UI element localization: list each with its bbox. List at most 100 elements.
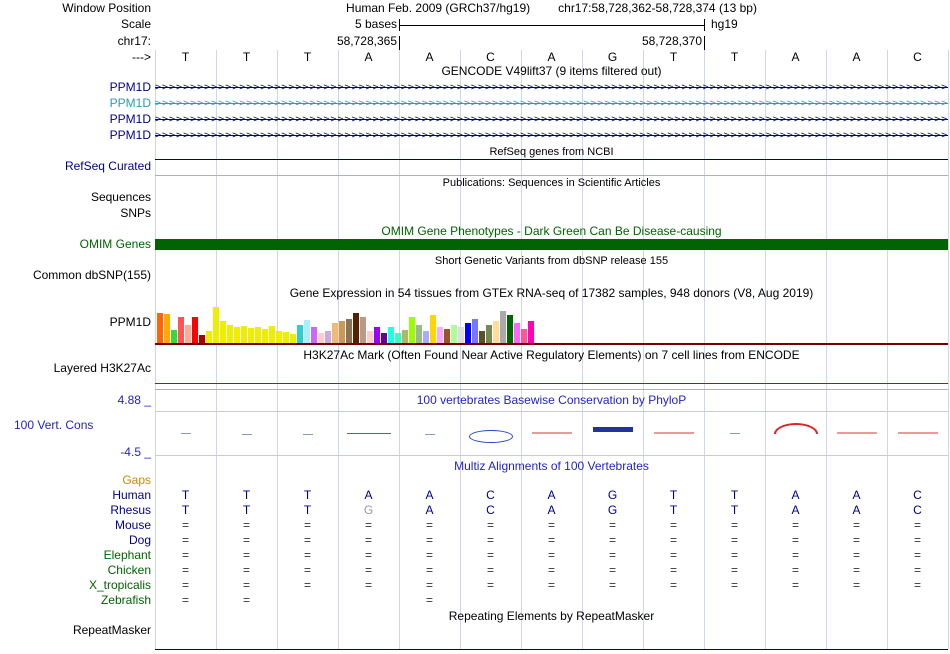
gtex-track-title[interactable]: Gene Expression in 54 tissues from GTEx … <box>289 286 814 300</box>
gtex-bar[interactable] <box>311 327 317 343</box>
gtex-bar[interactable] <box>416 325 422 343</box>
gtex-bar[interactable] <box>521 329 527 343</box>
conservation-track-title[interactable]: 100 vertebrates Basewise Conservation by… <box>416 393 687 407</box>
species-label-rhesus[interactable]: Rhesus <box>110 503 151 517</box>
species-label-dog[interactable]: Dog <box>128 533 151 547</box>
gtex-bar[interactable] <box>381 333 387 343</box>
gtex-bar[interactable] <box>458 327 464 343</box>
gtex-bar[interactable] <box>213 307 219 343</box>
gtex-bar[interactable] <box>304 320 310 343</box>
species-label-mouse[interactable]: Mouse <box>114 518 151 532</box>
gtex-bar[interactable] <box>514 323 520 343</box>
gtex-bar[interactable] <box>269 326 275 343</box>
gtex-bar[interactable] <box>409 317 415 343</box>
gtex-bar[interactable] <box>374 327 380 343</box>
gtex-bar[interactable] <box>451 325 457 343</box>
alignment-row[interactable]: = = = <box>155 594 948 608</box>
gtex-bar[interactable] <box>325 331 331 343</box>
gtex-bar[interactable] <box>388 327 394 343</box>
species-label-x_tropicalis[interactable]: X_tropicalis <box>88 578 151 592</box>
gtex-bar-chart[interactable] <box>157 305 537 343</box>
gtex-bar[interactable] <box>444 329 450 343</box>
gtex-bar[interactable] <box>318 333 324 343</box>
alignment-row[interactable]: = = = = = = = = = = = = = <box>155 519 948 533</box>
gtex-bar[interactable] <box>430 315 436 343</box>
gene-label[interactable]: PPM1D <box>109 96 151 110</box>
gtex-bar[interactable] <box>423 331 429 343</box>
h3k27ac-track-title[interactable]: H3K27Ac Mark (Often Found Near Active Re… <box>303 348 800 362</box>
gtex-bar[interactable] <box>276 331 282 343</box>
multiz-track-title[interactable]: Multiz Alignments of 100 Vertebrates <box>454 459 649 473</box>
gtex-bar[interactable] <box>346 319 352 343</box>
gtex-bar[interactable] <box>507 315 513 343</box>
snps-label[interactable]: SNPs <box>120 206 151 220</box>
gtex-bar[interactable] <box>486 325 492 343</box>
gtex-bar[interactable] <box>395 333 401 343</box>
species-label-zebrafish[interactable]: Zebrafish <box>100 593 151 607</box>
species-label-chicken[interactable]: Chicken <box>107 563 151 577</box>
gtex-bar[interactable] <box>528 321 534 343</box>
gtex-bar[interactable] <box>500 311 506 343</box>
gtex-bar[interactable] <box>339 321 345 343</box>
gtex-bar[interactable] <box>353 313 359 343</box>
alignment-cell: T <box>181 503 190 517</box>
gtex-bar[interactable] <box>437 327 443 343</box>
repeatmasker-track-title[interactable]: Repeating Elements by RepeatMasker <box>448 609 655 623</box>
gtex-bar[interactable] <box>255 327 261 343</box>
gtex-bar[interactable] <box>479 331 485 343</box>
gtex-bar[interactable] <box>185 325 191 343</box>
gene-transcript[interactable]: >>>>>>>>>>>>>>>>>>>>>>>>>>>>>>>>>>>>>>>>… <box>155 97 948 110</box>
gene-label[interactable]: PPM1D <box>109 80 151 94</box>
gene-label[interactable]: PPM1D <box>109 112 151 126</box>
gtex-bar[interactable] <box>199 335 205 343</box>
gtex-bar[interactable] <box>178 317 184 343</box>
gtex-bar[interactable] <box>157 313 163 343</box>
gtex-bar[interactable] <box>465 323 471 343</box>
alignment-row[interactable]: = = = = = = = = = = = = = <box>155 564 948 578</box>
gtex-bar[interactable] <box>192 317 198 343</box>
gtex-bar[interactable] <box>283 332 289 343</box>
alignment-row[interactable]: = = = = = = = = = = = = = <box>155 579 948 593</box>
alignment-row[interactable]: = = = = = = = = = = = = = <box>155 534 948 548</box>
gtex-bar[interactable] <box>164 314 170 343</box>
omim-genes-label[interactable]: OMIM Genes <box>79 237 151 251</box>
omim-track-title[interactable]: OMIM Gene Phenotypes - Dark Green Can Be… <box>381 224 722 238</box>
publications-track-title[interactable]: Publications: Sequences in Scientific Ar… <box>442 177 661 189</box>
gtex-bar[interactable] <box>227 325 233 343</box>
conservation-label[interactable]: 100 Vert. Cons <box>14 418 94 432</box>
gtex-bar[interactable] <box>493 321 499 343</box>
repeatmasker-label[interactable]: RepeatMasker <box>72 623 151 637</box>
gtex-bar[interactable] <box>171 330 177 343</box>
omim-gene-bar[interactable] <box>155 239 948 250</box>
gtex-bar[interactable] <box>248 328 254 343</box>
h3k27ac-label[interactable]: Layered H3K27Ac <box>53 361 151 375</box>
gtex-bar[interactable] <box>220 321 226 343</box>
gtex-bar[interactable] <box>360 317 366 343</box>
species-label-elephant[interactable]: Elephant <box>103 548 151 562</box>
gene-transcript[interactable]: >>>>>>>>>>>>>>>>>>>>>>>>>>>>>>>>>>>>>>>>… <box>155 81 948 94</box>
gtex-bar[interactable] <box>367 331 373 343</box>
dbsnp-label[interactable]: Common dbSNP(155) <box>32 268 151 282</box>
gene-label[interactable]: PPM1D <box>109 128 151 142</box>
refseq-curated-label[interactable]: RefSeq Curated <box>64 159 151 173</box>
gene-transcript[interactable]: >>>>>>>>>>>>>>>>>>>>>>>>>>>>>>>>>>>>>>>>… <box>155 113 948 126</box>
refseq-track-title[interactable]: RefSeq genes from NCBI <box>489 146 614 158</box>
gtex-bar[interactable] <box>402 330 408 343</box>
gene-transcript[interactable]: >>>>>>>>>>>>>>>>>>>>>>>>>>>>>>>>>>>>>>>>… <box>155 129 948 142</box>
gtex-bar[interactable] <box>290 334 296 343</box>
species-label-human[interactable]: Human <box>112 488 151 502</box>
gencode-track-title[interactable]: GENCODE V49lift37 (9 items filtered out) <box>441 64 662 78</box>
gtex-bar[interactable] <box>297 325 303 343</box>
gtex-bar[interactable] <box>241 326 247 343</box>
gtex-bar[interactable] <box>262 329 268 343</box>
dbsnp-track-title[interactable]: Short Genetic Variants from dbSNP releas… <box>434 255 669 267</box>
gtex-bar[interactable] <box>472 319 478 343</box>
gtex-bar[interactable] <box>206 331 212 343</box>
alignment-row[interactable]: = = = = = = = = = = = = = <box>155 549 948 563</box>
gtex-bar[interactable] <box>234 327 240 343</box>
gtex-bar[interactable] <box>332 323 338 343</box>
sequences-label[interactable]: Sequences <box>90 190 151 204</box>
gtex-gene-label[interactable]: PPM1D <box>109 315 151 329</box>
